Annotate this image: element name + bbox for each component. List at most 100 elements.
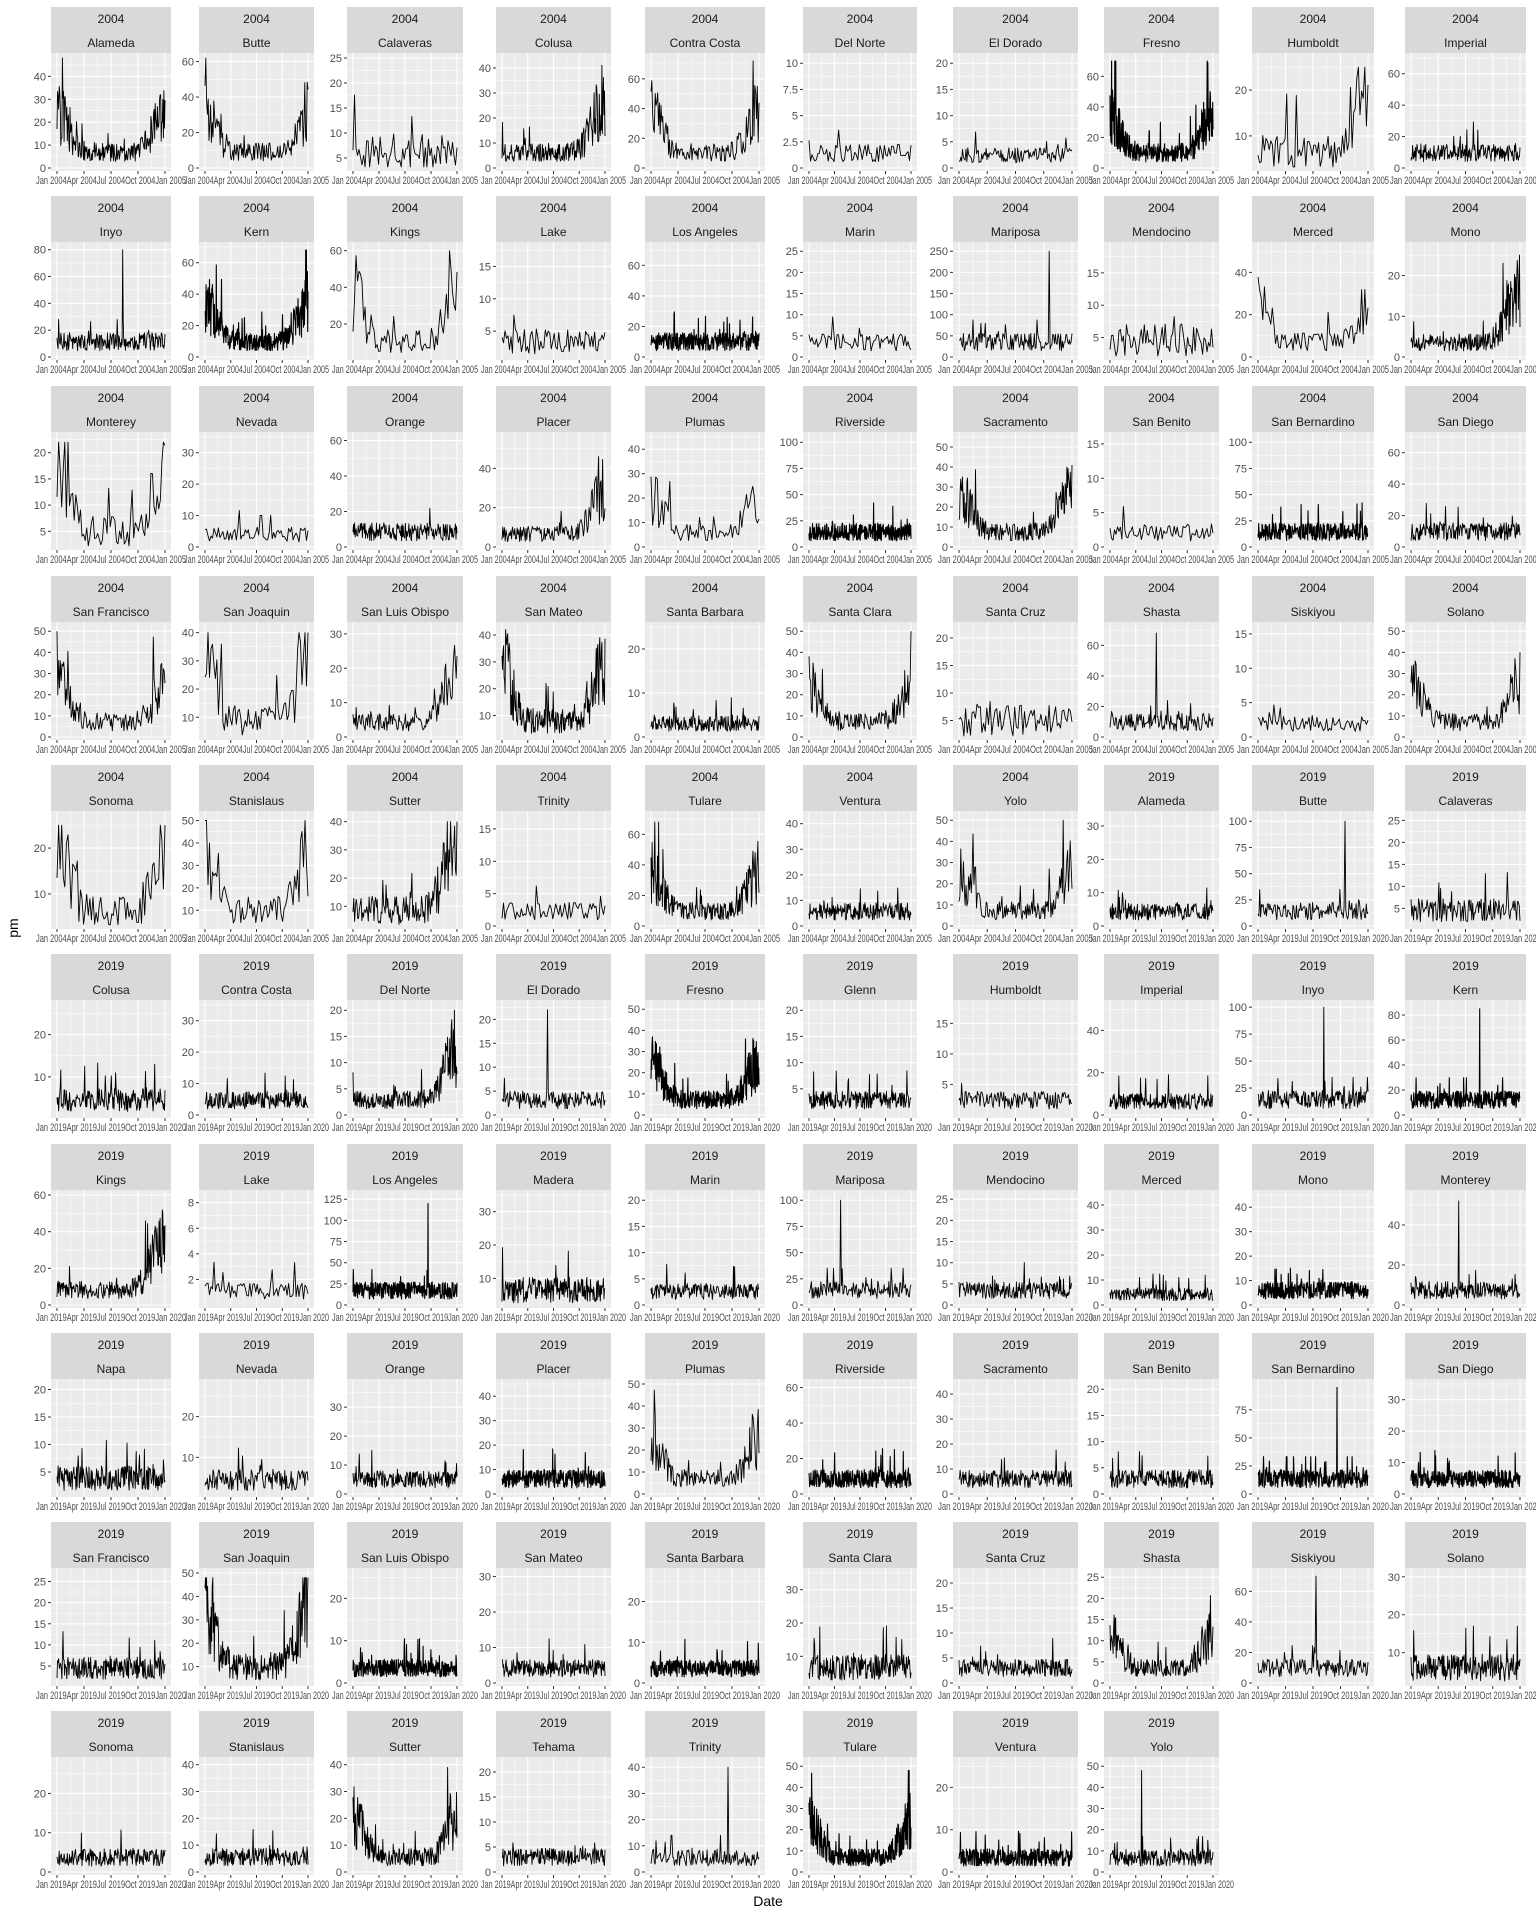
strip-year-label: 2004: [540, 391, 567, 405]
strip-year-label: 2019: [1300, 1149, 1327, 1163]
strip-county-label: San Luis Obispo: [361, 1551, 449, 1565]
x-tick-labels: Jan 2019Apr 2019Jul 2019Oct 2019Jan 2020: [1237, 1690, 1389, 1702]
facet-strip: [51, 1711, 171, 1757]
series-line: [958, 1449, 1073, 1489]
y-tick-label: 30: [628, 1047, 640, 1059]
strip-county-label: Ventura: [995, 1740, 1037, 1754]
y-tick-label: 10: [936, 522, 948, 534]
facet-strip: [199, 1333, 314, 1379]
series-line: [1257, 820, 1369, 921]
y-tick-label: 5: [40, 526, 46, 538]
strip-year-label: 2004: [540, 770, 567, 784]
y-tick-label: 10: [1388, 881, 1400, 893]
y-tick-label: 20: [182, 684, 194, 696]
y-tick-label: 40: [479, 63, 491, 75]
x-tick-labels: Jan 2019Apr 2019Jul 2019Oct 2019Jan 2020: [332, 1122, 478, 1134]
facet-strip: [645, 954, 765, 1000]
y-tick-label: 100: [324, 1215, 342, 1227]
strip-year-label: 2019: [847, 1149, 874, 1163]
y-tick-label: 30: [182, 448, 194, 460]
y-tick-label: 0: [1394, 1110, 1400, 1122]
y-tick-label: 60: [330, 246, 342, 258]
x-tick-labels: Jan 2004Apr 2004Jul 2004Oct 2004Jan 2005: [36, 364, 186, 376]
y-tick-label: 50: [330, 1258, 342, 1270]
y-tick-label: 0: [634, 1300, 640, 1312]
x-tick-labels: Jan 2004Apr 2004Jul 2004Oct 2004Jan 2005: [938, 364, 1093, 376]
facet-panel: 2004 Plumas 0 10 20 30 40 Jan 2004Apr 2004Jul 2…: [628, 386, 780, 566]
y-tick-label: 50: [786, 490, 798, 502]
facet-strip: [645, 196, 765, 242]
strip-year-label: 2004: [243, 391, 270, 405]
x-tick-labels: Jan 2019Apr 2019Jul 2019Oct 2019Jan 2020: [630, 1501, 780, 1513]
y-tick-label: 25: [936, 1194, 948, 1206]
facet-panel: 2019 Fresno 0 10 20 30 40 50 Jan 2019Apr 2019Jul…: [628, 954, 780, 1134]
y-tick-label: 0: [1241, 1110, 1247, 1122]
series-line: [1410, 1200, 1521, 1300]
y-tick-label: 20: [1087, 1250, 1099, 1262]
facet-panel: 2019 Yolo 0 10 20 30 40 50 Jan 2019Apr 2019Jul 2…: [1087, 1711, 1234, 1891]
y-tick-label: 50: [628, 1004, 640, 1016]
strip-county-label: Santa Barbara: [666, 605, 744, 619]
y-tick-label: 0: [634, 542, 640, 554]
series-line: [352, 821, 458, 925]
y-tick-label: 0: [942, 1867, 948, 1879]
y-tick-label: 40: [786, 819, 798, 831]
y-tick-label: 20: [628, 321, 640, 333]
strip-county-label: San Diego: [1437, 415, 1493, 429]
y-tick-label: 50: [1235, 1056, 1247, 1068]
series-line: [1410, 1449, 1521, 1489]
y-tick-label: 20: [479, 113, 491, 125]
series-line: [958, 701, 1073, 737]
y-tick-label: 5: [792, 331, 798, 343]
y-tick-label: 0: [1093, 732, 1099, 744]
facet-panel: 2004 San Luis Obispo 0 10 20 30 Jan 2004Apr 20…: [330, 576, 478, 756]
y-tick-label: 75: [786, 1221, 798, 1233]
y-tick-label: 0: [188, 1110, 194, 1122]
series-line: [501, 456, 606, 543]
facet-panel: 2004 Butte 0 20 40 60 Jan 2004Apr 2004Jul 2004…: [182, 7, 329, 187]
series-line: [352, 1202, 458, 1300]
y-tick-label: 20: [330, 663, 342, 675]
y-tick-label: 30: [1388, 669, 1400, 681]
facet-panel: 2019 Glenn 5 10 15 20 Jan 2019Apr 2019Jul 2019…: [786, 954, 932, 1134]
strip-county-label: Alameda: [87, 36, 135, 50]
series-line: [1109, 887, 1214, 921]
y-tick-label: 10: [936, 1258, 948, 1270]
series-line: [56, 631, 166, 732]
y-tick-label: 0: [1241, 1300, 1247, 1312]
facet-strip: [51, 954, 171, 1000]
strip-year-label: 2019: [692, 1716, 719, 1730]
y-tick-label: 20: [1087, 1825, 1099, 1837]
x-tick-labels: Jan 2004Apr 2004Jul 2004Oct 2004Jan 2005: [332, 364, 478, 376]
y-tick-label: 20: [330, 507, 342, 519]
strip-county-label: Inyo: [1302, 983, 1325, 997]
y-tick-label: 40: [1388, 100, 1400, 112]
y-tick-label: 15: [479, 1792, 491, 1804]
y-tick-label: 30: [936, 1414, 948, 1426]
strip-county-label: Santa Clara: [828, 605, 892, 619]
series-line: [204, 1072, 309, 1110]
y-tick-label: 0: [336, 1678, 342, 1690]
y-tick-label: 5: [336, 1084, 342, 1096]
series-line: [1257, 277, 1369, 352]
x-tick-labels: Jan 2019Apr 2019Jul 2019Oct 2019Jan 2020: [630, 1690, 780, 1702]
y-tick-label: 10: [182, 1662, 194, 1674]
x-tick-labels: Jan 2019Apr 2019Jul 2019Oct 2019Jan 2020: [1237, 1122, 1389, 1134]
y-tick-label: 0: [1093, 163, 1099, 175]
strip-year-label: 2004: [692, 12, 719, 26]
series-line: [958, 1637, 1073, 1678]
facet-panel: 2019 Tulare 0 10 20 30 40 50 Jan 2019Apr 2019Jul…: [786, 1711, 932, 1891]
y-tick-label: 0: [1241, 1489, 1247, 1501]
y-tick-label: 5: [1093, 1463, 1099, 1475]
strip-county-label: Orange: [385, 1362, 425, 1376]
y-tick-label: 40: [182, 1591, 194, 1603]
y-tick-label: 40: [628, 1025, 640, 1037]
strip-year-label: 2004: [98, 391, 125, 405]
y-tick-label: 40: [628, 1401, 640, 1413]
y-tick-label: 60: [1388, 69, 1400, 81]
y-tick-label: 100: [780, 1195, 798, 1207]
y-tick-label: 20: [936, 1782, 948, 1794]
y-tick-label: 10: [330, 1058, 342, 1070]
y-tick-label: 20: [1087, 1068, 1099, 1080]
strip-county-label: Calaveras: [378, 36, 432, 50]
